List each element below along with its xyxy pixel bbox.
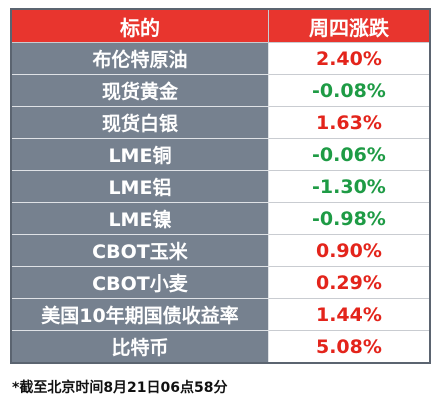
asset-name: LME镍 (10, 202, 269, 235)
change-value: -0.06% (267, 138, 431, 171)
table-row: 美国10年期国债收益率 1.44% (10, 298, 431, 331)
asset-name: 现货白银 (10, 106, 269, 139)
change-value: 0.90% (267, 234, 431, 267)
table-row: 现货黄金 -0.08% (10, 74, 431, 107)
table-row: CBOT玉米 0.90% (10, 234, 431, 267)
asset-name: LME铝 (10, 170, 269, 203)
asset-name: 比特币 (10, 330, 269, 364)
table-row: LME铝 -1.30% (10, 170, 431, 203)
change-value: -1.30% (267, 170, 431, 203)
table-row: 比特币 5.08% (10, 330, 431, 364)
table-row: LME镍 -0.98% (10, 202, 431, 235)
change-value: 2.40% (267, 42, 431, 75)
header-cell: 周四涨跌 (267, 8, 431, 43)
change-value: 0.29% (267, 266, 431, 299)
change-value: 1.63% (267, 106, 431, 139)
asset-name: 美国10年期国债收益率 (10, 298, 269, 331)
change-value: 5.08% (267, 330, 431, 364)
quote-table: 标的 周四涨跌 布伦特原油 2.40% 现货黄金 -0.08% 现货白银 1.63% LME… (10, 8, 431, 364)
asset-name: LME铜 (10, 138, 269, 171)
header-cell: 标的 (10, 8, 269, 43)
header-row: 标的 周四涨跌 (10, 8, 431, 43)
change-value: 1.44% (267, 298, 431, 331)
asset-name: CBOT玉米 (10, 234, 269, 267)
asset-name: CBOT小麦 (10, 266, 269, 299)
asset-name: 现货黄金 (10, 74, 269, 107)
table-body: 布伦特原油 2.40% 现货黄金 -0.08% 现货白银 1.63% LME铜 -0.06% L… (10, 42, 431, 364)
table-row: CBOT小麦 0.29% (10, 266, 431, 299)
table-row: LME铜 -0.06% (10, 138, 431, 171)
change-value: -0.08% (267, 74, 431, 107)
asset-name: 布伦特原油 (10, 42, 269, 75)
footnote: *截至北京时间8月21日06点58分 (12, 380, 228, 396)
table-row: 布伦特原油 2.40% (10, 42, 431, 75)
change-value: -0.98% (267, 202, 431, 235)
table-row: 现货白银 1.63% (10, 106, 431, 139)
